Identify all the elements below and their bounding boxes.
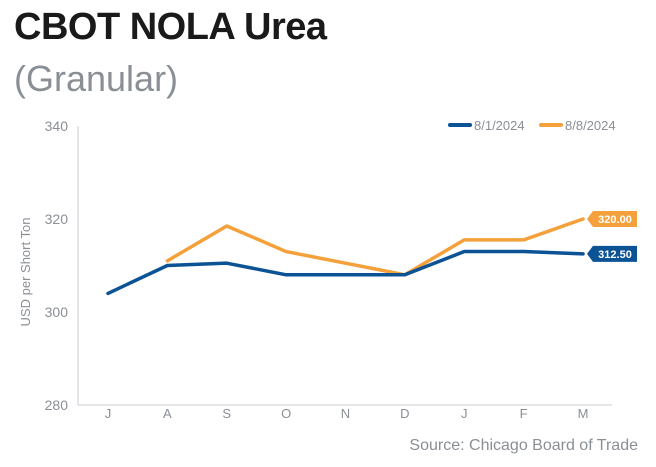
x-tick-label: D bbox=[400, 406, 409, 421]
y-tick-label: 320 bbox=[45, 211, 69, 227]
series-line-1 bbox=[106, 249, 585, 296]
x-tick-label: F bbox=[520, 406, 528, 421]
end-labels: 312.50 320.00 bbox=[587, 211, 637, 262]
x-tick-label: M bbox=[578, 406, 589, 421]
legend: 8/1/2024 8/8/2024 bbox=[448, 118, 616, 133]
y-tick-label: 280 bbox=[45, 397, 69, 413]
series-line-2 bbox=[165, 217, 585, 277]
x-tick-label: J bbox=[461, 406, 468, 421]
end-label-text-2: 320.00 bbox=[598, 214, 632, 226]
legend-label-series-1: 8/1/2024 bbox=[474, 118, 525, 133]
end-label-tag-1 bbox=[587, 245, 637, 262]
end-label-tag-2 bbox=[587, 211, 637, 227]
y-axis-label: USD per Short Ton bbox=[18, 218, 33, 327]
y-tick-label: 300 bbox=[45, 304, 69, 320]
series-layer bbox=[106, 217, 585, 296]
chart-subtitle: (Granular) bbox=[14, 58, 179, 99]
end-label-text-1: 312.50 bbox=[598, 249, 632, 261]
source-note: Source: Chicago Board of Trade bbox=[409, 437, 638, 454]
x-tick-label: N bbox=[341, 406, 350, 421]
legend-label-series-2: 8/8/2024 bbox=[565, 118, 616, 133]
y-axis-ticks: 280 300 320 340 bbox=[45, 118, 69, 413]
x-tick-label: J bbox=[105, 406, 112, 421]
y-tick-label: 340 bbox=[45, 118, 69, 134]
x-tick-label: A bbox=[163, 406, 172, 421]
x-tick-label: O bbox=[281, 406, 291, 421]
chart-title: CBOT NOLA Urea bbox=[14, 6, 327, 48]
x-tick-label: S bbox=[222, 406, 231, 421]
plot-area bbox=[77, 126, 612, 406]
